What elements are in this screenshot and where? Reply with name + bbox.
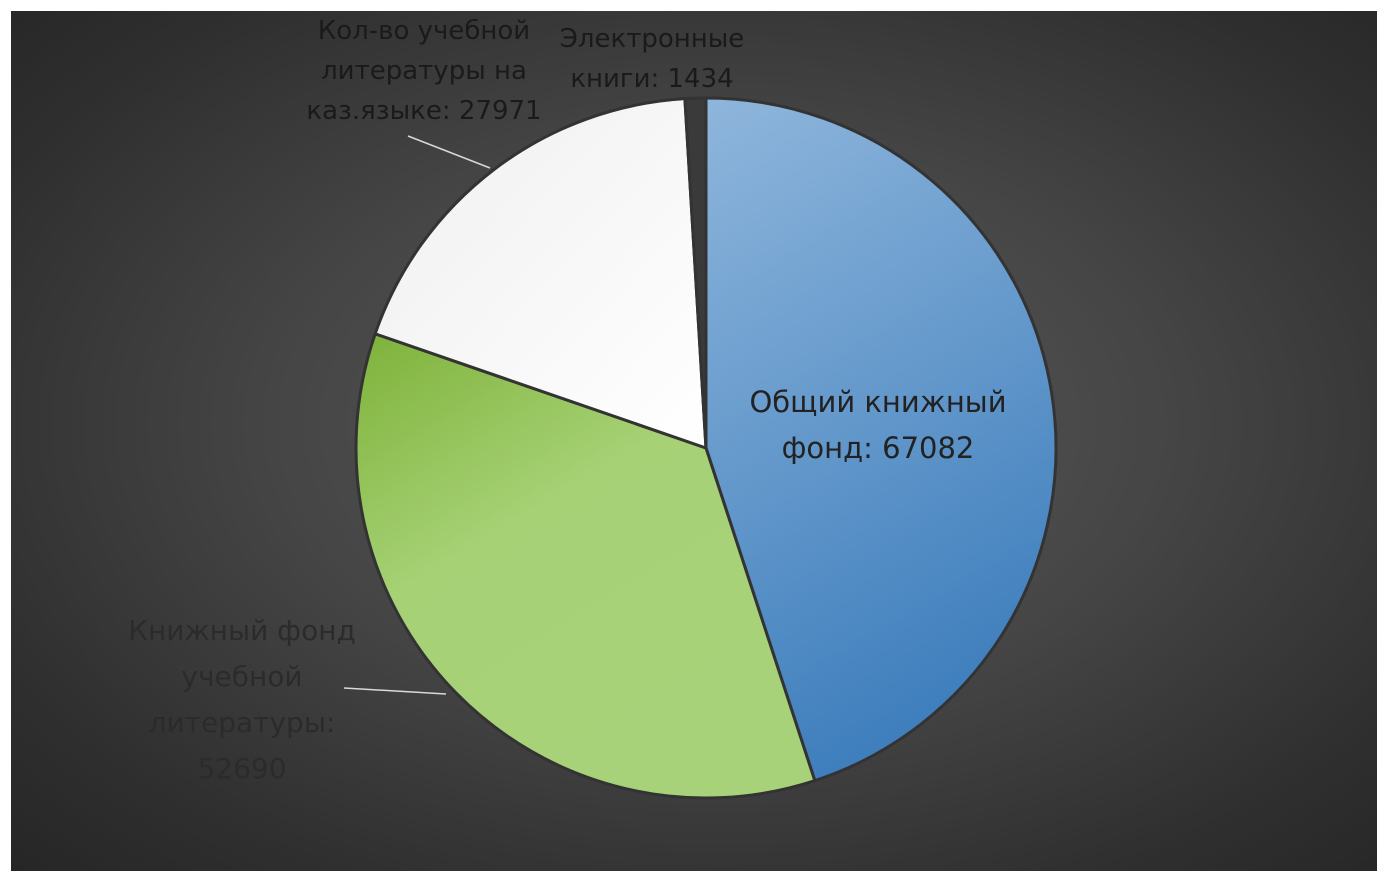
label-educational-fund: Книжный фонд учебной литературы: 52690	[128, 614, 356, 785]
data-label-line: учебной	[181, 660, 302, 693]
data-label-line: Общий книжный	[749, 385, 1006, 419]
data-label-line: Кол-во учебной	[318, 16, 530, 46]
label-general-fund: Общий книжный фонд: 67082	[749, 385, 1006, 465]
data-label-line: Книжный фонд	[128, 614, 356, 647]
data-label-line: литературы на	[321, 56, 527, 86]
leader-line	[343, 687, 447, 695]
data-label-line: фонд: 67082	[782, 431, 975, 465]
data-label-line: Электронные	[560, 24, 745, 54]
slice-general-fund	[704, 96, 1058, 783]
label-kazakh-literature: Кол-во учебной литературы на каз.языке: 27…	[306, 16, 541, 126]
leader-line	[407, 135, 491, 169]
slice-electronic-books	[683, 96, 708, 450]
data-label-line: 52690	[197, 752, 286, 785]
slice-kazakh-literature	[373, 97, 708, 450]
data-label-line: книги: 1434	[570, 64, 733, 94]
data-label-line: каз.языке: 27971	[306, 96, 541, 126]
slice-educational-fund	[354, 332, 817, 800]
data-label-line: литературы:	[149, 706, 336, 739]
label-electronic-books: Электронные книги: 1434	[560, 24, 745, 94]
